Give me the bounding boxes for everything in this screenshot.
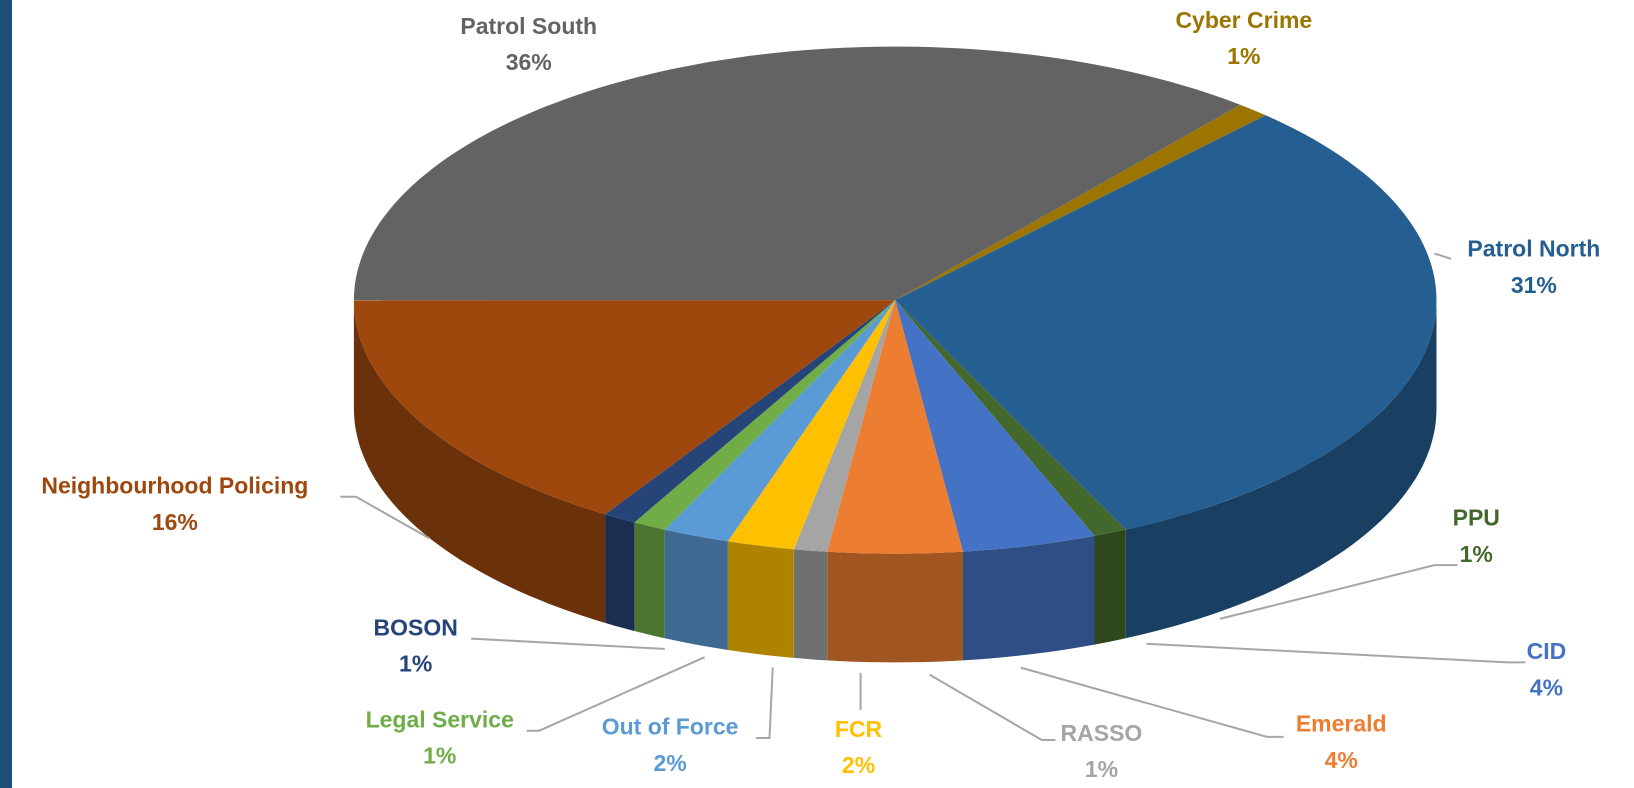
- slice: [793, 300, 896, 552]
- slice-side: [727, 541, 794, 658]
- category-label: RASSO: [1061, 720, 1143, 746]
- slice: [827, 300, 963, 554]
- leader-line: [1434, 252, 1452, 260]
- leader-line: [1146, 642, 1526, 664]
- data-labels: Cyber Crime 1% Patrol North 31% PPU 1% CID 4% Em…: [41, 7, 1600, 782]
- category-label: Patrol North: [1467, 236, 1600, 262]
- value-label: 1%: [1085, 756, 1118, 782]
- slice: [605, 300, 896, 523]
- category-label: CID: [1527, 638, 1567, 664]
- category-label: FCR: [835, 716, 883, 742]
- slice: [634, 300, 896, 530]
- slice-side: [353, 300, 606, 623]
- value-label: 36%: [506, 49, 552, 75]
- slice-side: [1125, 300, 1437, 639]
- slice: [664, 300, 896, 542]
- slice: [353, 300, 896, 515]
- category-label: Legal Service: [366, 706, 514, 732]
- value-label: 2%: [842, 752, 875, 778]
- category-label: Neighbourhood Policing: [41, 473, 308, 499]
- leader-line: [340, 495, 430, 540]
- pie-tops: [353, 46, 1437, 554]
- value-label: 2%: [653, 750, 686, 776]
- category-label: Patrol South: [460, 13, 597, 39]
- side-strip: [0, 0, 12, 788]
- leader-line: [471, 637, 665, 650]
- slice-side: [827, 551, 963, 663]
- value-label: 1%: [399, 651, 432, 677]
- slice-side: [634, 522, 665, 639]
- value-label: 16%: [152, 509, 198, 535]
- category-label: Emerald: [1296, 711, 1387, 737]
- category-label: Cyber Crime: [1175, 7, 1312, 33]
- leader-line: [1219, 564, 1458, 620]
- category-label: Out of Force: [602, 714, 739, 740]
- category-label: BOSON: [373, 614, 457, 640]
- slice: [727, 300, 896, 550]
- slice-side: [605, 514, 635, 631]
- slice: [895, 104, 1266, 301]
- slice-side: [1094, 529, 1126, 645]
- category-label: PPU: [1453, 505, 1500, 531]
- leader-line: [755, 667, 774, 739]
- value-label: 1%: [1460, 541, 1493, 567]
- slice-side: [793, 549, 828, 661]
- leader-line: [1020, 666, 1284, 738]
- pie-sides: [353, 300, 1437, 663]
- value-label: 4%: [1530, 674, 1563, 700]
- slice: [895, 300, 1126, 536]
- value-label: 1%: [1227, 43, 1260, 69]
- slice: [895, 300, 1095, 552]
- slice: [353, 46, 1241, 301]
- leader-line: [526, 656, 706, 732]
- slice-side: [963, 535, 1095, 661]
- value-label: 4%: [1325, 747, 1358, 773]
- value-label: 1%: [423, 743, 456, 769]
- value-label: 31%: [1511, 272, 1557, 298]
- slice: [895, 115, 1437, 530]
- slice-side: [664, 529, 728, 650]
- leader-line: [929, 673, 1056, 741]
